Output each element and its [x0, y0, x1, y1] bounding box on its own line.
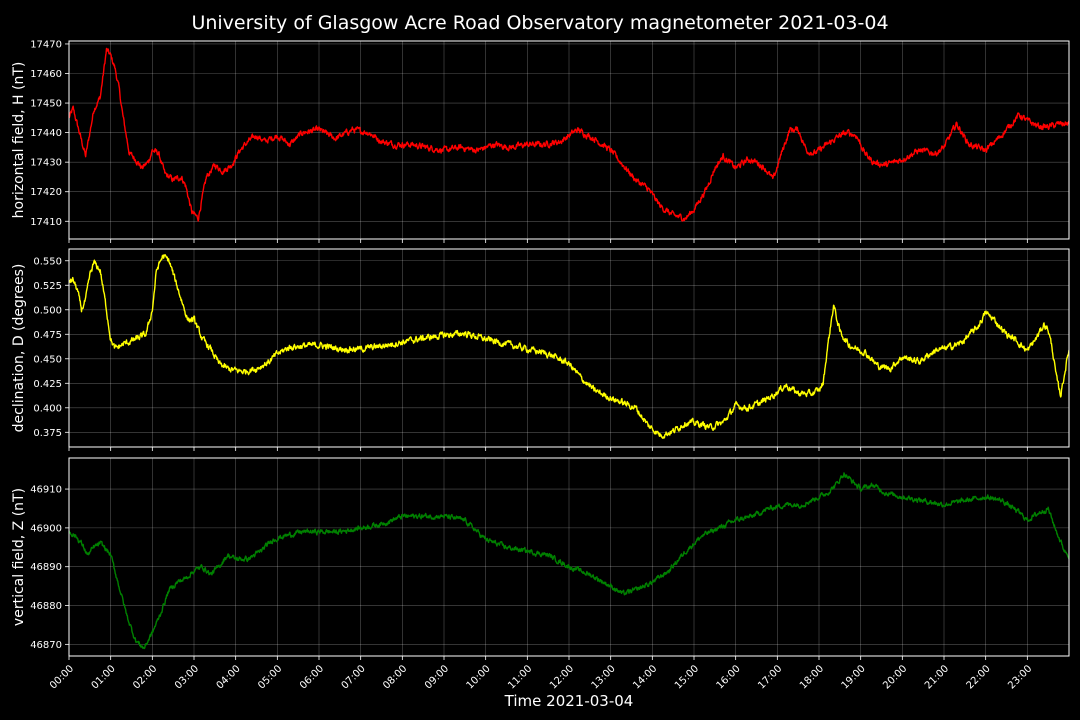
- y-axis-label-1: horizontal field, H (nT): [11, 62, 27, 219]
- y-tick-label: 46880: [30, 601, 62, 612]
- y-tick-label: 46890: [30, 562, 62, 573]
- y-axis-label-3: vertical field, Z (nT): [11, 488, 27, 626]
- y-tick-label: 17420: [30, 187, 62, 198]
- y-tick-label: 17430: [30, 158, 62, 169]
- y-tick-label: 0.475: [33, 330, 62, 341]
- panel-frame: [68, 248, 1070, 448]
- y-tick-label: 0.400: [33, 403, 62, 414]
- series-line-2: [69, 254, 1069, 439]
- x-axis-label: Time 2021-03-04: [504, 692, 634, 710]
- y-tick-label: 0.525: [33, 281, 62, 292]
- panel-frame: [68, 457, 1070, 657]
- y-tick-label: 0.500: [33, 305, 62, 316]
- y-tick-label: 17450: [30, 99, 62, 110]
- y-tick-label: 0.550: [33, 256, 62, 267]
- y-tick-label: 46900: [30, 523, 62, 534]
- y-axis-label-2: declination, D (degrees): [11, 264, 27, 433]
- y-tick-label: 17440: [30, 128, 62, 139]
- y-tick-label: 46870: [30, 640, 62, 651]
- panel-2: 0.375 0.400 0.425 0.450 0.475 0.500 0.525 0.550…: [11, 248, 1070, 451]
- panel-frame: [68, 40, 1070, 240]
- y-tick-label: 0.375: [33, 428, 62, 439]
- panel-1: 17410 17420 17430 17440 17450 17460 17470 horiz…: [11, 39, 1070, 243]
- panels-group: 17410 17420 17430 17440 17450 17460 17470 horiz…: [11, 39, 1070, 660]
- y-tick-label: 17470: [30, 39, 62, 50]
- y-tick-label: 17460: [30, 69, 62, 80]
- series-line-3: [69, 472, 1069, 650]
- y-tick-label: 46910: [30, 485, 62, 496]
- y-tick-label: 0.425: [33, 379, 62, 390]
- chart-title: University of Glasgow Acre Road Observat…: [191, 12, 888, 34]
- series-line-1: [69, 47, 1069, 222]
- y-tick-label: 17410: [30, 217, 62, 228]
- y-tick-label: 0.450: [33, 354, 62, 365]
